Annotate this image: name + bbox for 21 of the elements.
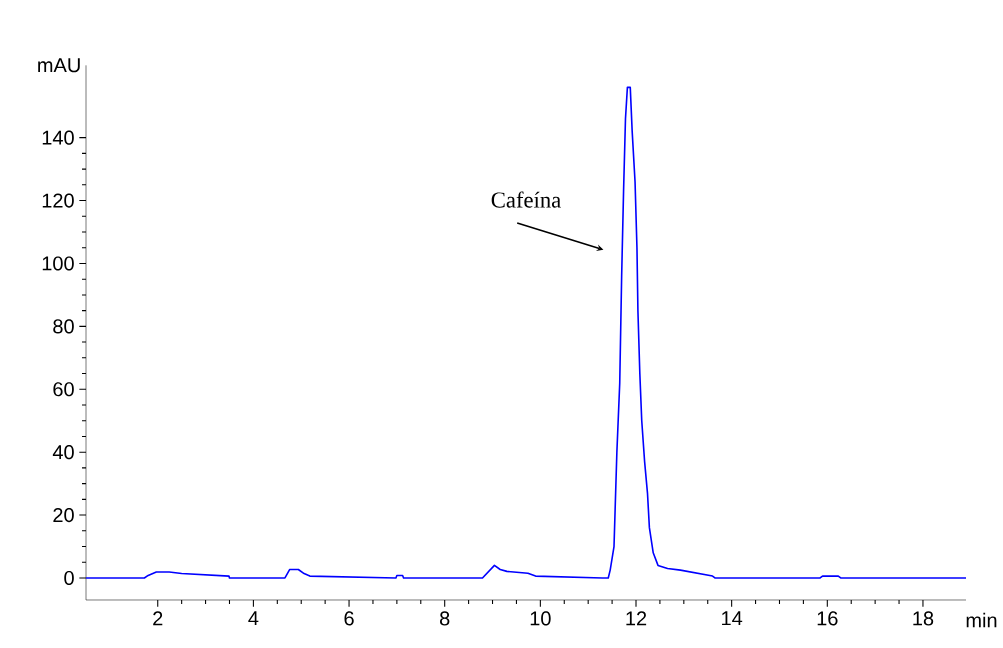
x-tick-label: 6 xyxy=(344,611,354,626)
x-tick-label: 10 xyxy=(530,611,551,626)
x-tick-label: 4 xyxy=(248,611,259,626)
x-tick-label: 2 xyxy=(153,611,163,626)
y-tick-label: 140 xyxy=(42,130,74,145)
line-series xyxy=(85,86,967,579)
y-tick-label: 120 xyxy=(42,193,74,208)
x-tick-label: 12 xyxy=(626,611,647,626)
x-tick-label: 8 xyxy=(440,611,450,626)
y-tick-label: 20 xyxy=(53,507,74,523)
y-axis-title: mAU xyxy=(38,58,80,73)
x-tick-label: 16 xyxy=(817,611,838,626)
x-tick-label: 18 xyxy=(913,611,934,626)
x-axis-title: min xyxy=(966,612,997,628)
x-tick-label: 14 xyxy=(722,611,743,626)
y-tick-label: 100 xyxy=(42,256,74,271)
y-tick-label: 80 xyxy=(53,319,74,334)
y-tick-label: 40 xyxy=(52,445,74,460)
annotation: Cafeína xyxy=(491,191,561,208)
y-tick-label: 60 xyxy=(53,382,74,397)
y-tick-label: 0 xyxy=(64,570,74,586)
